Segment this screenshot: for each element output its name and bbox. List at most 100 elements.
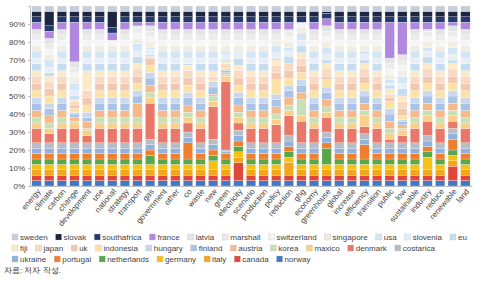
bar-segment [208, 101, 217, 106]
bar-segment [145, 47, 154, 49]
bar-segment [347, 29, 356, 34]
bar-segment [385, 143, 394, 148]
bar-segment [120, 40, 129, 45]
bar-segment [410, 64, 419, 71]
bar-segment [297, 175, 306, 180]
bar-segment [335, 170, 344, 175]
legend-swatch [395, 245, 401, 251]
bar-segment [398, 159, 407, 164]
bar-segment [45, 26, 54, 31]
bar-segment [335, 154, 344, 159]
bar-segment [158, 159, 167, 164]
bar-segment [234, 17, 243, 22]
bar-segment [133, 64, 142, 69]
bar-segment [32, 29, 41, 34]
series [32, 152, 470, 170]
bar-segment [347, 6, 356, 11]
bar-segment [284, 17, 293, 22]
bar-segment [45, 123, 54, 128]
bar-segment [145, 55, 154, 57]
bar-segment [158, 71, 167, 76]
bar-segment [271, 154, 280, 159]
bar-segment [461, 110, 470, 117]
bar-segment [234, 46, 243, 51]
bar-segment [158, 76, 167, 83]
bar-segment [385, 148, 394, 153]
bar-segment [398, 121, 407, 125]
bar-segment [196, 22, 205, 29]
bar-segment [45, 170, 54, 175]
bar-segment [360, 22, 369, 29]
bar-segment [335, 164, 344, 169]
bar-segment [145, 65, 154, 72]
bar-segment [120, 110, 129, 117]
tick: 50% [9, 92, 30, 101]
bar-segment [398, 143, 407, 148]
bar-segment [196, 46, 205, 51]
bar-segment [57, 83, 66, 90]
bar-segment [309, 103, 318, 110]
bar-segment [259, 148, 268, 153]
bar-segment [448, 103, 457, 110]
bar-segment [234, 65, 243, 70]
bar-segment [347, 118, 356, 123]
bar-segment [57, 143, 66, 148]
bar-segment [221, 181, 230, 186]
bar-segment [309, 76, 318, 83]
bar-segment [461, 46, 470, 51]
bar-segment [196, 35, 205, 40]
bar-segment [133, 91, 142, 96]
legend-swatch [348, 245, 354, 251]
bar-segment [271, 58, 280, 60]
bar-segment [284, 78, 293, 85]
bar-segment [158, 6, 167, 11]
bar-segment [410, 17, 419, 22]
bar-segment [271, 35, 280, 40]
bar-segment [133, 33, 142, 38]
bar-segment [448, 91, 457, 96]
bar-segment [271, 148, 280, 153]
bar-segment [57, 148, 66, 153]
bar-segment [410, 91, 419, 98]
bar-segment [423, 76, 432, 83]
bar-segment [158, 64, 167, 71]
legend-label: canada [242, 255, 269, 264]
bar-segment [196, 118, 205, 123]
bar-segment [57, 76, 66, 83]
bar-segment [448, 47, 457, 54]
bar-segment [271, 125, 280, 143]
bar-segment [82, 58, 91, 63]
bar-segment [95, 159, 104, 164]
bar-segment [461, 58, 470, 63]
bar-segment [158, 103, 167, 110]
bar-segment [372, 164, 381, 169]
bar-segment [385, 121, 394, 128]
bar-segment [259, 170, 268, 175]
bar-segment [183, 65, 192, 70]
bar-segment [461, 29, 470, 34]
bar-segment [448, 83, 457, 90]
bar-segment [448, 55, 457, 60]
bar-segment [158, 83, 167, 90]
bar-segment [221, 29, 230, 34]
bar-segment [309, 143, 318, 148]
bar-segment [448, 42, 457, 47]
bar-segment [360, 139, 369, 144]
bar-segment [435, 170, 444, 175]
bar-segment [271, 6, 280, 11]
bar-segment [120, 51, 129, 58]
bar-segment [423, 136, 432, 141]
bar-segment [133, 17, 142, 22]
bar-segment [309, 123, 318, 128]
bar-segment [435, 17, 444, 22]
bar-segment [133, 123, 142, 128]
bar-segment [108, 98, 117, 103]
bar-segment [385, 94, 394, 98]
bar-segment [120, 181, 129, 186]
bar-segment [435, 22, 444, 29]
bar-segment [322, 175, 331, 180]
bar-segment [246, 123, 255, 128]
bar-segment [347, 46, 356, 51]
legend-swatch [222, 234, 228, 240]
bar-segment [208, 51, 217, 58]
